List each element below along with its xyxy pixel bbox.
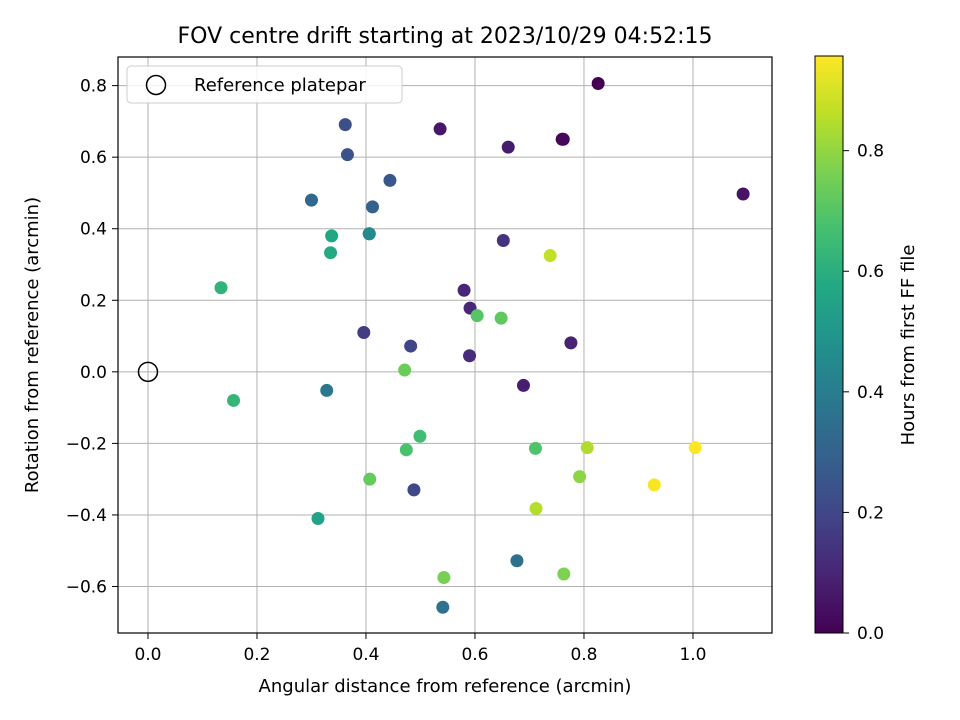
legend-box xyxy=(126,65,403,104)
colorbar-tick-label: 0.4 xyxy=(857,383,884,403)
colorbar-tick-label: 0.0 xyxy=(857,624,884,644)
colorbar-gradient xyxy=(814,55,844,634)
data-point xyxy=(214,281,228,295)
legend: Reference platepar xyxy=(126,65,403,104)
data-point xyxy=(366,200,380,214)
data-point xyxy=(557,567,571,581)
data-point xyxy=(496,234,510,248)
data-point xyxy=(591,76,605,90)
colorbar-tick-label: 0.6 xyxy=(857,262,884,282)
data-point xyxy=(510,554,524,568)
data-point xyxy=(437,571,451,585)
data-point xyxy=(407,483,421,497)
data-point xyxy=(311,512,325,526)
y-axis-ticks: −0.6 −0.4 −0.2 0.0 0.2 0.4 0.6 0.8 xyxy=(66,77,118,597)
data-point xyxy=(433,122,447,136)
data-point xyxy=(647,478,661,492)
data-point xyxy=(340,148,354,162)
y-tick-label: −0.6 xyxy=(66,577,107,597)
data-point xyxy=(338,118,352,132)
data-point xyxy=(470,309,484,323)
x-tick-label: 1.0 xyxy=(679,645,706,665)
x-axis-ticks: 0.0 0.2 0.4 0.6 0.8 1.0 xyxy=(134,633,706,665)
legend-entry-label: Reference platepar xyxy=(194,75,366,96)
data-point xyxy=(320,383,334,397)
data-point xyxy=(543,249,557,263)
x-tick-label: 0.8 xyxy=(570,645,597,665)
chart-title: FOV centre drift starting at 2023/10/29 … xyxy=(178,24,713,49)
data-point xyxy=(383,173,397,187)
data-point xyxy=(463,349,477,363)
data-point xyxy=(529,501,543,515)
y-tick-label: −0.4 xyxy=(66,506,107,526)
data-point xyxy=(399,443,413,457)
data-point xyxy=(398,363,412,377)
data-point xyxy=(304,193,318,207)
data-point xyxy=(457,283,471,297)
colorbar-label: Hours from first FF file xyxy=(898,245,919,446)
colorbar-ticks: 0.0 0.2 0.4 0.6 0.8 xyxy=(843,142,884,644)
data-point xyxy=(227,393,241,407)
data-point xyxy=(516,378,530,392)
data-point xyxy=(573,470,587,484)
y-tick-label: 0.8 xyxy=(80,77,107,97)
data-point xyxy=(363,472,377,486)
y-tick-label: 0.0 xyxy=(80,363,107,383)
data-point xyxy=(564,336,578,350)
reference-platepar-marker xyxy=(137,361,159,383)
data-point xyxy=(736,187,750,201)
data-point xyxy=(556,132,570,146)
x-tick-label: 0.2 xyxy=(243,645,270,665)
data-point xyxy=(501,140,515,154)
legend-reference-marker xyxy=(145,74,167,96)
data-point xyxy=(528,441,542,455)
data-point xyxy=(494,311,508,325)
data-point xyxy=(357,325,371,339)
y-tick-label: −0.2 xyxy=(66,434,107,454)
data-point xyxy=(325,229,339,243)
x-axis-label: Angular distance from reference (arcmin) xyxy=(259,676,632,697)
y-axis-label: Rotation from reference (arcmin) xyxy=(22,197,43,493)
x-tick-label: 0.4 xyxy=(352,645,379,665)
data-point xyxy=(413,429,427,443)
plot-frame xyxy=(117,56,773,634)
data-point xyxy=(580,441,594,455)
y-tick-label: 0.6 xyxy=(80,148,107,168)
data-points xyxy=(214,76,750,614)
y-tick-label: 0.4 xyxy=(80,220,107,240)
y-tick-label: 0.2 xyxy=(80,291,107,311)
colorbar-tick-label: 0.2 xyxy=(857,503,884,523)
data-point xyxy=(436,600,450,614)
x-tick-label: 0.0 xyxy=(134,645,161,665)
data-point xyxy=(362,227,376,241)
grid xyxy=(118,57,772,633)
x-tick-label: 0.6 xyxy=(461,645,488,665)
data-point xyxy=(688,441,702,455)
colorbar: 0.0 0.2 0.4 0.6 0.8 Hours from first FF file xyxy=(814,55,919,644)
data-point xyxy=(404,339,418,353)
colorbar-tick-label: 0.8 xyxy=(857,142,884,162)
data-point xyxy=(324,246,338,260)
reference-marker-group xyxy=(137,361,159,383)
